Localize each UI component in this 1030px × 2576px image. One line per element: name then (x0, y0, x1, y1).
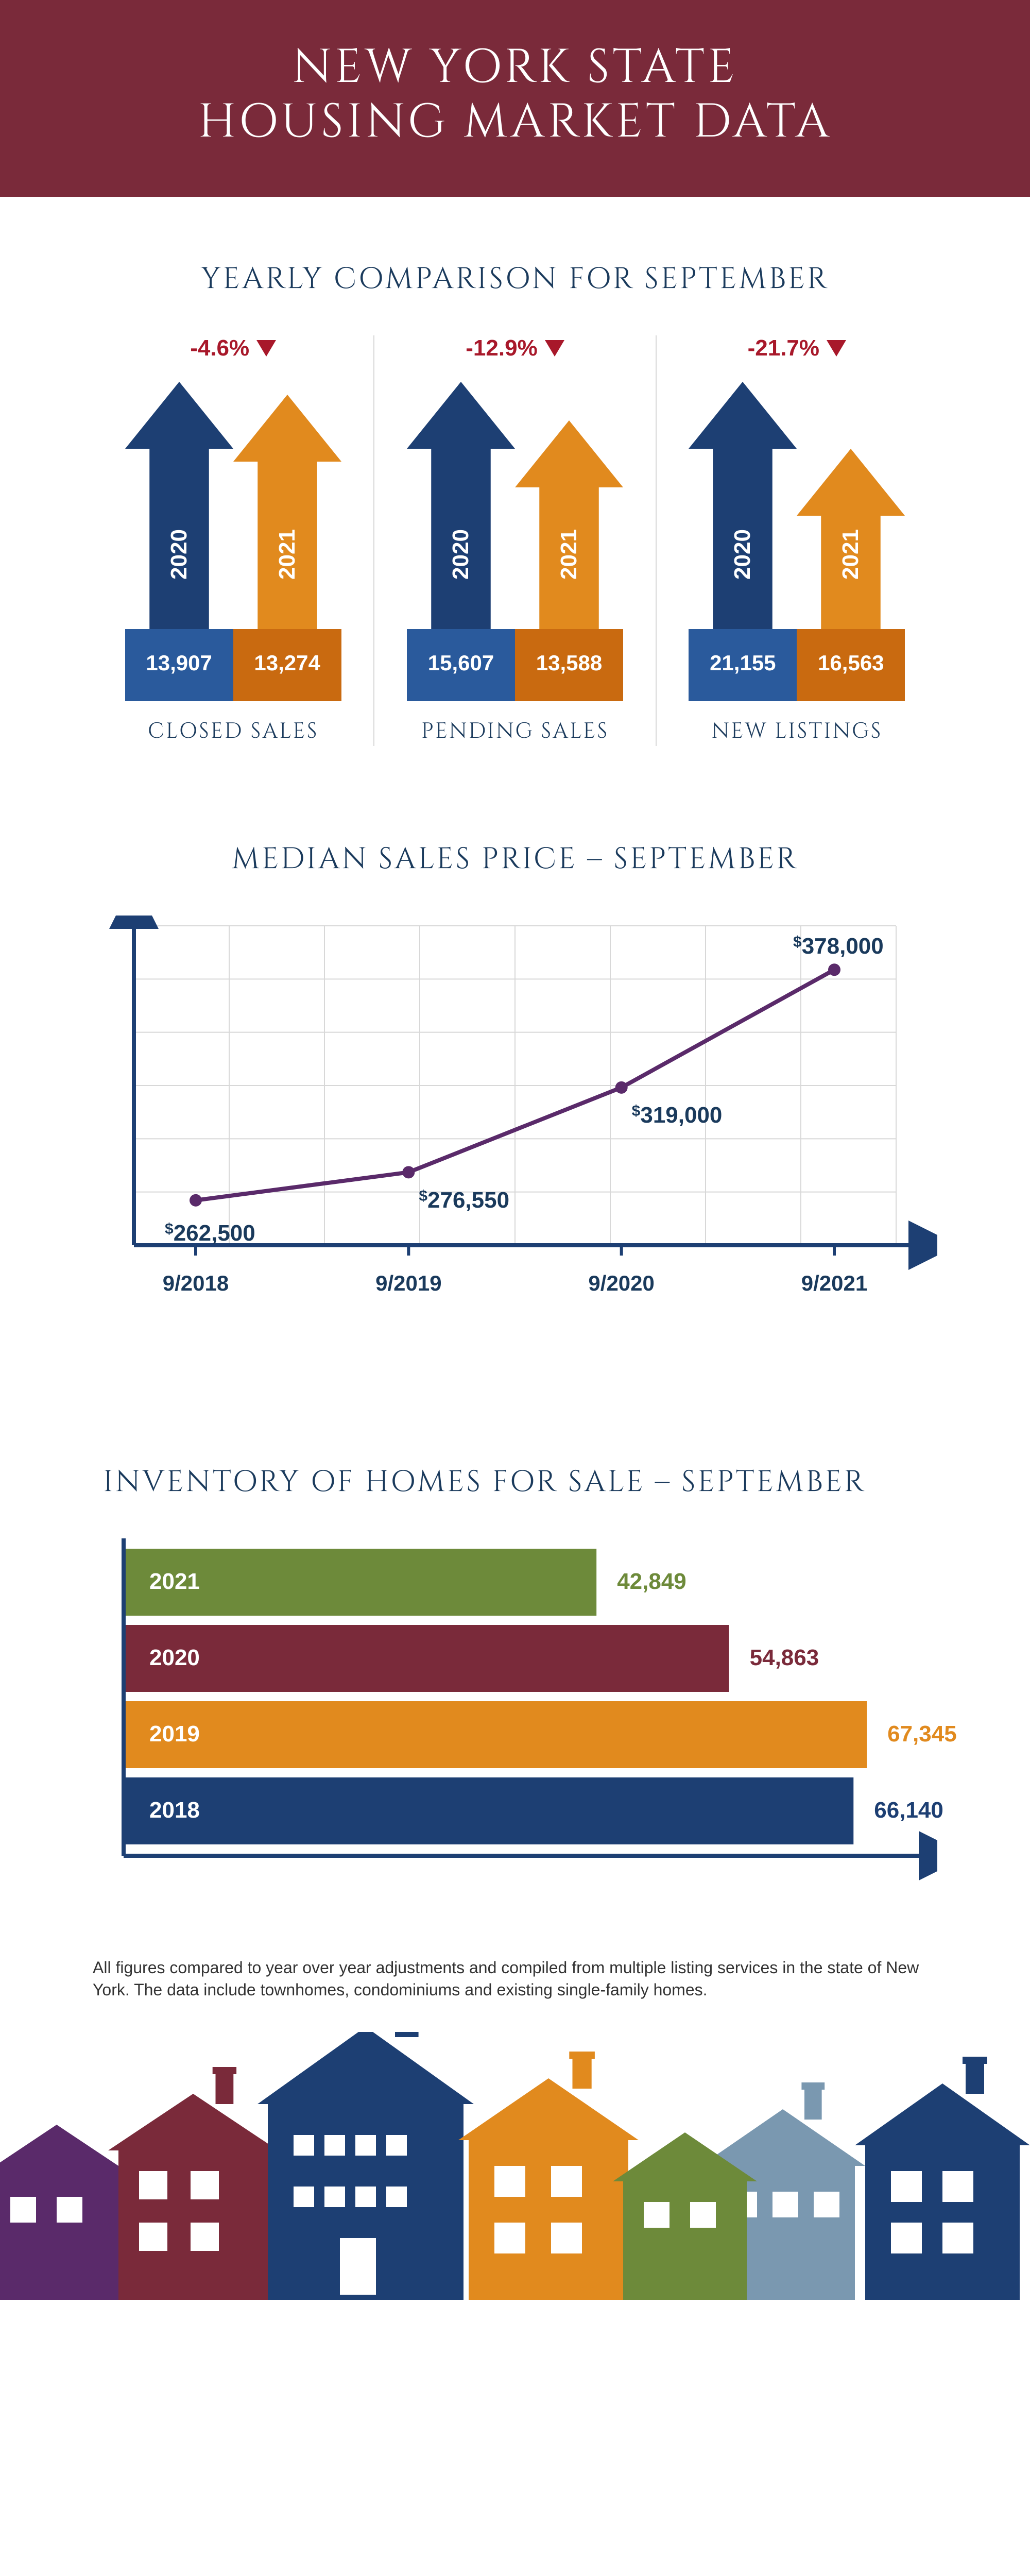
arrow-year-label: 2020 (166, 529, 192, 580)
down-triangle-icon (545, 340, 564, 357)
down-triangle-icon (827, 340, 846, 357)
arrow-value-label: 13,588 (515, 651, 623, 675)
pct-change-value: -4.6% (190, 335, 249, 361)
hbar-chart-svg (93, 1538, 937, 1905)
line-point-label: $319,000 (632, 1103, 723, 1128)
comparison-arrow: 2021 13,588 (515, 420, 623, 701)
comparison-arrow: 2020 15,607 (407, 382, 515, 701)
comparison-group-label: CLOSED SALES (103, 717, 363, 746)
arrow-value-label: 13,907 (125, 651, 233, 675)
hbar-value-label: 66,140 (874, 1798, 943, 1823)
hbar-value-label: 67,345 (887, 1721, 957, 1747)
yearly-comparison-title: YEARLY COMPARISON FOR SEPTEMBER (93, 259, 937, 299)
hbar-year-label: 2019 (149, 1721, 200, 1747)
line-point-label: $262,500 (165, 1221, 255, 1246)
arrow-year-label: 2021 (556, 529, 582, 580)
comparison-arrow: 2020 21,155 (689, 382, 797, 701)
arrow-pair: 2020 15,607 2021 13,588 (385, 371, 645, 701)
houses-footer-art (0, 2032, 1030, 2300)
pct-change-value: -12.9% (466, 335, 537, 361)
hbar-year-label: 2020 (149, 1645, 200, 1671)
page-header: NEW YORK STATE HOUSING MARKET DATA (0, 0, 1030, 197)
footnote: All figures compared to year over year a… (0, 1936, 1030, 2032)
x-tick-label: 9/2018 (163, 1271, 229, 1296)
comparison-group-label: PENDING SALES (385, 717, 645, 746)
line-chart-svg (93, 916, 937, 1369)
arrow-pair: 2020 13,907 2021 13,274 (103, 371, 363, 701)
comparison-group: -21.7% 2020 21,155 2021 16,563 NEW LISTINGS (656, 335, 937, 746)
pct-change-value: -21.7% (748, 335, 819, 361)
comparison-group: -4.6% 2020 13,907 2021 13,274 CLOSED SALES (93, 335, 373, 746)
comparison-arrow: 2020 13,907 (125, 382, 233, 701)
page-title: NEW YORK STATE HOUSING MARKET DATA (21, 41, 1009, 150)
median-price-section: MEDIAN SALES PRICE – SEPTEMBER $262,500$… (0, 777, 1030, 1400)
houses-svg (0, 2032, 1030, 2300)
pct-change: -4.6% (103, 335, 363, 361)
line-point-label: $276,550 (419, 1188, 509, 1213)
median-price-title: MEDIAN SALES PRICE – SEPTEMBER (93, 839, 937, 879)
hbar-value-label: 54,863 (750, 1645, 819, 1671)
arrow-value-label: 16,563 (797, 651, 905, 675)
pct-change: -21.7% (667, 335, 927, 361)
arrow-year-label: 2021 (838, 529, 864, 580)
inventory-section: INVENTORY OF HOMES FOR SALE – SEPTEMBER … (0, 1400, 1030, 1936)
line-point-label: $378,000 (793, 934, 884, 959)
x-tick-label: 9/2020 (588, 1271, 654, 1296)
down-triangle-icon (256, 340, 276, 357)
comparison-arrow: 2021 16,563 (797, 449, 905, 701)
hbar-value-label: 42,849 (617, 1569, 686, 1595)
hbar-year-label: 2018 (149, 1798, 200, 1823)
inventory-title: INVENTORY OF HOMES FOR SALE – SEPTEMBER (93, 1462, 937, 1502)
pct-change: -12.9% (385, 335, 645, 361)
median-price-chart: $262,500 $276,550 $319,000 $378,000 9/2018 9/… (93, 916, 937, 1369)
arrow-pair: 2020 21,155 2021 16,563 (667, 371, 927, 701)
arrow-value-label: 21,155 (689, 651, 797, 675)
comparison-group: -12.9% 2020 15,607 2021 13,588 PENDING SALES (373, 335, 655, 746)
inventory-chart: 202142,849202054,863201967,345201866,140 (93, 1538, 937, 1905)
arrow-value-label: 13,274 (233, 651, 341, 675)
hbar-year-label: 2021 (149, 1569, 200, 1595)
arrow-year-label: 2020 (730, 529, 756, 580)
x-tick-label: 9/2019 (375, 1271, 441, 1296)
comparison-row: -4.6% 2020 13,907 2021 13,274 CLOSED SALES -1… (93, 335, 937, 746)
arrow-value-label: 15,607 (407, 651, 515, 675)
arrow-year-label: 2020 (448, 529, 474, 580)
comparison-group-label: NEW LISTINGS (667, 717, 927, 746)
yearly-comparison-section: YEARLY COMPARISON FOR SEPTEMBER -4.6% 20… (0, 197, 1030, 777)
title-line-2: HOUSING MARKET DATA (198, 91, 832, 155)
comparison-arrow: 2021 13,274 (233, 395, 341, 701)
x-tick-label: 9/2021 (801, 1271, 867, 1296)
arrow-year-label: 2021 (274, 529, 300, 580)
